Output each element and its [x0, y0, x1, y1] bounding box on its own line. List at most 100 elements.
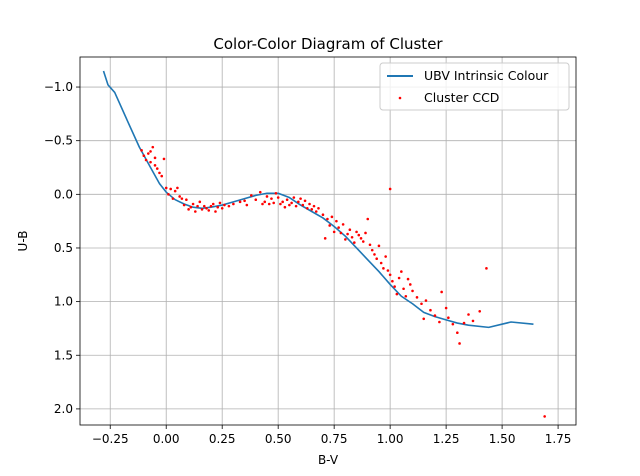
- cluster-ccd-point: [366, 217, 370, 221]
- cluster-ccd-point: [164, 186, 168, 190]
- y-tick-label: 2.0: [54, 402, 73, 416]
- cluster-ccd-point: [270, 197, 273, 200]
- cluster-ccd-point: [310, 208, 314, 211]
- cluster-ccd-point: [395, 292, 399, 296]
- axes-frame: [79, 56, 577, 426]
- cluster-ccd-point: [301, 203, 305, 207]
- cluster-ccd-point: [272, 201, 276, 205]
- cluster-ccd-point: [422, 317, 426, 321]
- cluster-ccd-point: [467, 313, 470, 316]
- cluster-ccd-point: [377, 244, 381, 248]
- cluster-ccd-point: [400, 270, 403, 273]
- cluster-ccd-point: [218, 201, 222, 205]
- cluster-ccd-point: [196, 204, 199, 208]
- cluster-ccd-point: [456, 331, 459, 335]
- x-tick-label: −0.25: [92, 432, 129, 446]
- cluster-ccd-point: [406, 277, 410, 281]
- cluster-ccd-point: [297, 200, 300, 204]
- legend-scatter-swatch: [398, 96, 402, 100]
- cluster-ccd-point: [471, 319, 475, 323]
- cluster-ccd-point: [198, 200, 202, 204]
- cluster-ccd-point: [361, 240, 365, 243]
- cluster-ccd-point: [292, 196, 296, 199]
- cluster-ccd-point: [182, 203, 186, 207]
- cluster-ccd-point: [214, 210, 217, 213]
- cluster-ccd-point: [326, 217, 329, 221]
- y-tick-label: 0.0: [54, 187, 73, 201]
- cluster-ccd-point: [393, 285, 396, 288]
- cluster-ccd-point: [258, 190, 262, 194]
- legend: UBV Intrinsic Colour Cluster CCD: [379, 62, 570, 111]
- cluster-ccd-point: [314, 210, 318, 213]
- cluster-ccd-point: [330, 215, 334, 219]
- cluster-ccd-point: [169, 187, 172, 191]
- cluster-ccd-point: [328, 224, 331, 227]
- cluster-ccd-point: [433, 314, 437, 317]
- cluster-ccd-point: [267, 202, 271, 206]
- cluster-ccd-point: [216, 205, 220, 209]
- cluster-ccd-point: [429, 308, 432, 312]
- cluster-ccd-point: [332, 230, 336, 234]
- cluster-ccd-point: [415, 296, 419, 299]
- cluster-ccd-point: [447, 316, 450, 320]
- cluster-ccd-point: [344, 238, 347, 241]
- cluster-ccd-point: [283, 205, 287, 209]
- cluster-ccd-point: [337, 226, 340, 229]
- cluster-ccd-point: [346, 232, 349, 236]
- cluster-ccd-point: [379, 261, 383, 265]
- cluster-ccd-point: [176, 186, 179, 190]
- cluster-ccd-point: [232, 202, 235, 206]
- cluster-ccd-point: [308, 202, 311, 206]
- plot-series: [102, 70, 546, 418]
- cluster-ccd-point: [323, 237, 327, 240]
- cluster-ccd-point: [485, 267, 488, 270]
- cluster-ccd-point: [147, 152, 150, 155]
- cluster-ccd-point: [451, 322, 455, 326]
- cluster-ccd-point: [142, 154, 146, 158]
- cluster-ccd-point: [194, 210, 197, 213]
- cluster-ccd-point: [420, 302, 423, 306]
- x-tick-label: 1.25: [433, 432, 460, 446]
- cluster-ccd-point: [411, 289, 414, 293]
- cluster-ccd-point: [209, 204, 213, 208]
- cluster-ccd-point: [397, 276, 401, 280]
- cluster-ccd-point: [265, 195, 269, 198]
- cluster-ccd-point: [254, 198, 258, 201]
- cluster-ccd-point: [388, 273, 392, 277]
- cluster-ccd-point: [341, 223, 345, 226]
- legend-label-intrinsic: UBV Intrinsic Colour: [424, 68, 549, 83]
- cluster-ccd-point: [339, 231, 343, 235]
- cluster-ccd-point: [402, 287, 405, 291]
- y-tick-label: −1.0: [44, 80, 73, 94]
- cluster-ccd-point: [312, 204, 316, 208]
- cluster-ccd-point: [388, 187, 392, 191]
- cluster-ccd-point: [543, 415, 546, 418]
- cluster-ccd-point: [384, 255, 387, 258]
- cluster-ccd-point: [440, 290, 443, 294]
- cluster-ccd-point: [386, 269, 390, 272]
- x-tick-label: 1.75: [545, 432, 572, 446]
- cluster-ccd-point: [288, 203, 291, 207]
- cluster-ccd-point: [462, 321, 466, 325]
- cluster-ccd-point: [191, 202, 195, 206]
- cluster-ccd-point: [359, 237, 363, 240]
- cluster-ccd-point: [478, 309, 482, 313]
- cluster-ccd-point: [178, 195, 181, 198]
- cluster-ccd-point: [173, 189, 177, 193]
- x-tick-label: 0.25: [209, 432, 236, 446]
- cluster-ccd-point: [368, 243, 372, 247]
- cluster-ccd-point: [424, 299, 428, 302]
- cluster-ccd-point: [200, 208, 204, 211]
- cluster-ccd-point: [364, 231, 367, 235]
- cluster-ccd-point: [171, 197, 175, 200]
- axis-ticks: −0.25 0.00 0.25 0.50 0.75 1.00 1.25 1.50 1.75 −1.…: [44, 80, 572, 446]
- cluster-ccd-point: [274, 191, 278, 195]
- cluster-ccd-point: [189, 205, 193, 209]
- y-tick-label: 1.5: [54, 348, 73, 362]
- y-tick-label: 0.5: [54, 241, 73, 255]
- cluster-ccd-point: [158, 171, 161, 175]
- cluster-ccd-point: [153, 156, 157, 160]
- cluster-ccd-point: [281, 200, 284, 204]
- cluster-ccd-point: [227, 204, 231, 208]
